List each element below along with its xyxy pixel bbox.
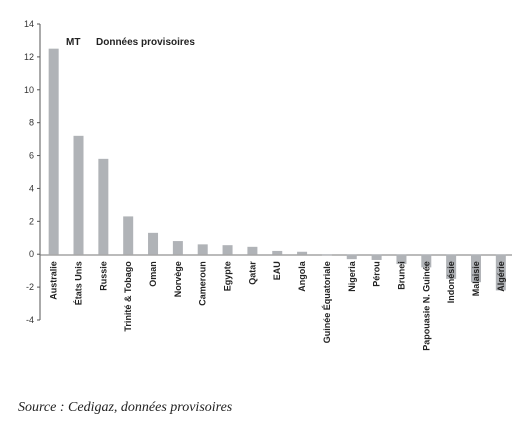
y-tick-label: 6	[29, 151, 34, 161]
source-caption: Source : Cedigaz, données provisoires	[18, 400, 233, 415]
x-tick-label: Norvège	[173, 261, 183, 297]
bar	[148, 232, 159, 255]
x-tick-label: Algérie	[496, 261, 506, 292]
x-tick-label: États Unis	[74, 261, 84, 305]
x-tick-label: Oman	[148, 261, 158, 287]
bar	[222, 245, 233, 255]
x-tick-label: Brunei	[396, 261, 406, 290]
bar	[297, 251, 308, 255]
bar	[396, 254, 407, 265]
bar	[48, 48, 59, 255]
y-axis-ticks: 14 12 10 8 6 4 2 0 -2 -4	[24, 19, 40, 325]
x-tick-label: Indonésie	[446, 261, 456, 303]
x-tick-label: Qatar	[247, 261, 257, 285]
x-tick-label: Nigeria	[347, 260, 357, 292]
y-tick-label: 0	[29, 249, 34, 259]
x-tick-label: Papouasie N. Guinée	[421, 261, 431, 351]
x-tick-label: Pérou	[372, 261, 382, 287]
bar	[123, 216, 134, 255]
bar	[371, 254, 382, 260]
bar-chart: 14 12 10 8 6 4 2 0 -2 -4 Australie États Unis Russi…	[24, 19, 512, 351]
x-tick-label: Trinité & Tobago	[123, 261, 133, 332]
y-tick-label: 14	[24, 19, 34, 29]
x-tick-label: Russie	[98, 261, 108, 291]
y-tick-label: -4	[26, 315, 34, 325]
x-tick-label: Egypte	[223, 261, 233, 291]
bar	[495, 254, 506, 291]
bar	[321, 254, 332, 256]
bar	[272, 250, 283, 255]
bar	[247, 246, 258, 255]
y-tick-label: 2	[29, 216, 34, 226]
y-tick-label: -2	[26, 282, 34, 292]
bar	[446, 254, 457, 279]
bar	[197, 244, 208, 255]
bar	[172, 241, 183, 255]
bar	[98, 158, 109, 255]
x-tick-label: EAU	[272, 261, 282, 280]
bar	[421, 254, 432, 268]
x-tick-label: Australie	[49, 261, 59, 300]
bar-series	[48, 48, 506, 291]
chart-title: Données provisoires	[96, 37, 195, 48]
y-tick-label: 4	[29, 183, 34, 193]
y-tick-label: 12	[24, 52, 34, 62]
x-tick-label: Cameroun	[198, 261, 208, 306]
bar	[346, 254, 357, 260]
unit-label: MT	[66, 37, 80, 48]
bar	[73, 135, 84, 255]
x-tick-label: Malaisie	[471, 261, 481, 296]
bar	[470, 254, 481, 283]
y-tick-label: 8	[29, 118, 34, 128]
x-tick-label: Angola	[297, 260, 307, 291]
x-axis-labels: Australie États Unis Russie Trinité & Tobag…	[49, 260, 506, 351]
y-tick-label: 10	[24, 85, 34, 95]
x-tick-label: Guinée Équatoriale	[322, 261, 332, 343]
